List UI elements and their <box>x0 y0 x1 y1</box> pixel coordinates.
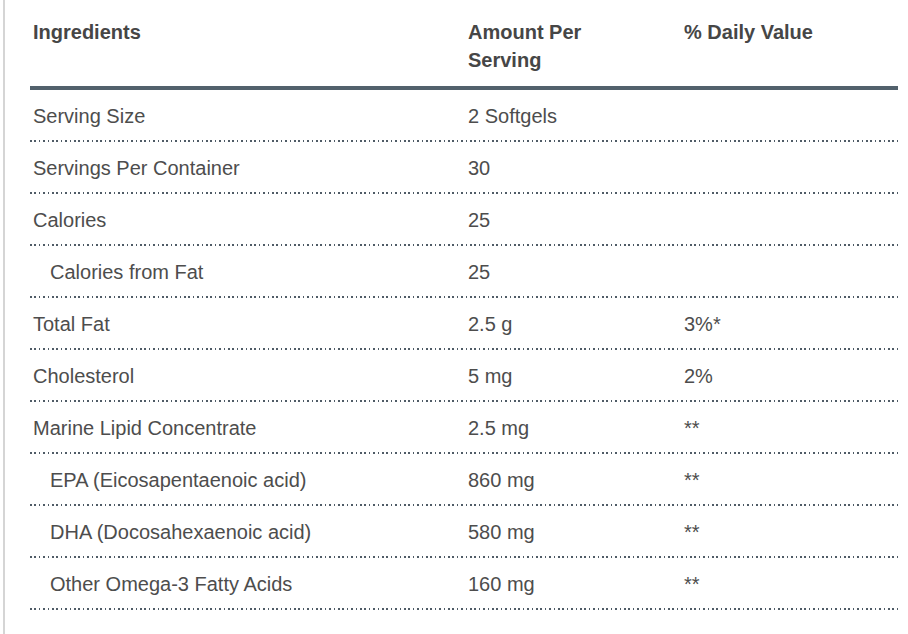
ingredient-daily-value: ** <box>681 470 898 491</box>
ingredient-daily-value <box>681 210 898 231</box>
ingredient-amount: 2 Softgels <box>465 106 681 127</box>
ingredient-name: EPA (Eicosapentaenoic acid) <box>30 470 465 491</box>
supplement-facts-table: Ingredients Amount Per Serving % Daily V… <box>30 0 898 610</box>
ingredient-daily-value: ** <box>681 574 898 595</box>
ingredient-name: DHA (Docosahexaenoic acid) <box>30 522 465 543</box>
table-row: Other Omega-3 Fatty Acids 160 mg ** <box>30 558 898 610</box>
ingredient-amount: 2.5 g <box>465 314 681 335</box>
ingredient-amount: 2.5 mg <box>465 418 681 439</box>
ingredient-amount: 860 mg <box>465 470 681 491</box>
table-row: Servings Per Container 30 <box>30 142 898 194</box>
ingredient-name: Total Fat <box>30 314 465 335</box>
ingredient-daily-value <box>681 158 898 179</box>
column-header-daily-value: % Daily Value <box>681 18 898 74</box>
table-row: Serving Size 2 Softgels <box>30 90 898 142</box>
column-header-amount-per-serving: Amount Per Serving <box>465 18 615 74</box>
ingredient-name: Calories <box>30 210 465 231</box>
table-row: EPA (Eicosapentaenoic acid) 860 mg ** <box>30 454 898 506</box>
ingredient-name: Marine Lipid Concentrate <box>30 418 465 439</box>
ingredient-amount: 25 <box>465 210 681 231</box>
ingredient-amount: 160 mg <box>465 574 681 595</box>
table-row: DHA (Docosahexaenoic acid) 580 mg ** <box>30 506 898 558</box>
ingredient-daily-value: 3%* <box>681 314 898 335</box>
ingredients-page: Ingredients Amount Per Serving % Daily V… <box>0 0 908 634</box>
table-header-row: Ingredients Amount Per Serving % Daily V… <box>30 0 898 90</box>
ingredient-amount: 30 <box>465 158 681 179</box>
ingredient-daily-value <box>681 106 898 127</box>
table-row: Calories 25 <box>30 194 898 246</box>
table-row: Calories from Fat 25 <box>30 246 898 298</box>
ingredient-name: Other Omega-3 Fatty Acids <box>30 574 465 595</box>
ingredient-name: Calories from Fat <box>30 262 465 283</box>
ingredient-amount: 5 mg <box>465 366 681 387</box>
ingredient-daily-value: ** <box>681 522 898 543</box>
ingredient-name: Servings Per Container <box>30 158 465 179</box>
table-row: Total Fat 2.5 g 3%* <box>30 298 898 350</box>
column-header-ingredients: Ingredients <box>30 18 465 74</box>
ingredient-daily-value <box>681 262 898 283</box>
table-row: Marine Lipid Concentrate 2.5 mg ** <box>30 402 898 454</box>
ingredient-name: Serving Size <box>30 106 465 127</box>
table-row: Cholesterol 5 mg 2% <box>30 350 898 402</box>
ingredient-amount: 580 mg <box>465 522 681 543</box>
page-edge-divider <box>3 0 5 634</box>
ingredient-daily-value: ** <box>681 418 898 439</box>
ingredient-amount: 25 <box>465 262 681 283</box>
ingredient-name: Cholesterol <box>30 366 465 387</box>
ingredient-daily-value: 2% <box>681 366 898 387</box>
